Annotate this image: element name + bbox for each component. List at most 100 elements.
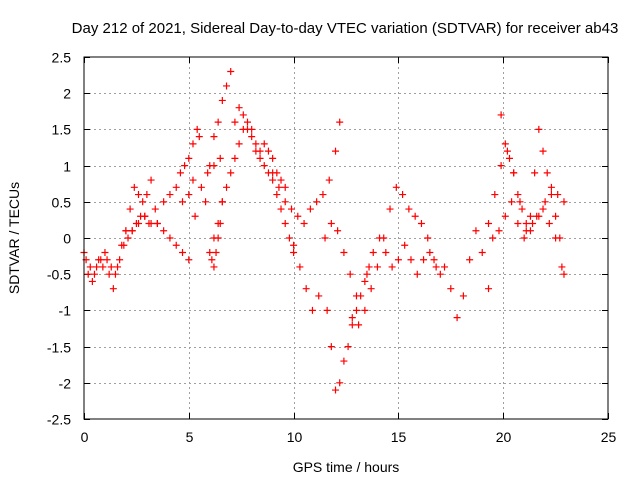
- data-points: [80, 67, 568, 394]
- data-point: [281, 198, 289, 206]
- data-point: [124, 234, 132, 242]
- series-arc-11: [323, 263, 373, 394]
- data-point: [197, 183, 205, 191]
- data-point: [166, 234, 174, 242]
- data-point: [539, 147, 547, 155]
- data-point: [248, 125, 256, 133]
- y-tick-label: -0.5: [47, 267, 71, 283]
- data-point: [227, 169, 235, 177]
- data-point: [373, 263, 381, 271]
- data-point: [365, 263, 373, 271]
- data-point: [399, 191, 407, 199]
- data-point: [103, 256, 111, 264]
- data-point: [426, 248, 434, 256]
- data-point: [357, 292, 365, 300]
- data-point: [191, 212, 199, 220]
- data-point: [288, 205, 296, 213]
- data-point: [101, 248, 109, 256]
- data-point: [235, 104, 243, 112]
- data-point: [327, 343, 335, 351]
- data-point: [376, 234, 384, 242]
- data-point: [134, 191, 142, 199]
- data-point: [264, 147, 272, 155]
- data-point: [84, 270, 92, 278]
- data-point: [153, 220, 161, 228]
- data-point: [260, 162, 268, 170]
- data-point: [394, 256, 402, 264]
- data-point: [302, 285, 310, 293]
- data-point: [424, 234, 432, 242]
- data-point: [501, 212, 509, 220]
- data-point: [243, 118, 251, 126]
- data-point: [344, 343, 352, 351]
- series-arc-6: [202, 67, 298, 249]
- data-point: [172, 183, 180, 191]
- data-point: [290, 241, 298, 249]
- data-point: [355, 321, 363, 329]
- data-point: [413, 270, 421, 278]
- data-point: [348, 321, 356, 329]
- data-point: [90, 270, 98, 278]
- data-point: [459, 292, 467, 300]
- data-point: [558, 263, 566, 271]
- data-point: [535, 125, 543, 133]
- data-point: [99, 263, 107, 271]
- data-point: [281, 220, 289, 228]
- data-point: [361, 277, 369, 285]
- data-point: [332, 147, 340, 155]
- data-point: [134, 220, 142, 228]
- data-point: [529, 220, 537, 228]
- data-point: [367, 285, 375, 293]
- series-arc-4: [153, 154, 224, 264]
- data-point: [223, 82, 231, 90]
- data-point: [269, 176, 277, 184]
- data-point: [88, 277, 96, 285]
- data-point: [239, 111, 247, 119]
- data-point: [352, 306, 360, 314]
- data-point: [277, 176, 285, 184]
- data-point: [369, 248, 377, 256]
- data-point: [508, 198, 516, 206]
- data-point: [313, 198, 321, 206]
- data-point: [210, 263, 218, 271]
- data-point: [411, 212, 419, 220]
- data-point: [128, 227, 136, 235]
- data-point: [285, 234, 293, 242]
- data-point: [277, 205, 285, 213]
- x-tick-label: 20: [496, 429, 512, 445]
- data-point: [105, 270, 113, 278]
- data-point: [185, 256, 193, 264]
- data-point: [417, 220, 425, 228]
- data-point: [252, 140, 260, 148]
- data-point: [346, 270, 354, 278]
- data-point: [478, 248, 486, 256]
- y-tick-label: -1: [59, 303, 72, 319]
- data-point: [130, 183, 138, 191]
- data-point: [522, 220, 530, 228]
- data-point: [160, 198, 168, 206]
- data-point: [436, 270, 444, 278]
- data-point: [526, 212, 534, 220]
- series-arc-12: [348, 183, 444, 329]
- data-point: [210, 133, 218, 141]
- data-point: [93, 263, 101, 271]
- data-point: [239, 125, 247, 133]
- data-point: [179, 198, 187, 206]
- data-point: [547, 183, 555, 191]
- data-point: [485, 220, 493, 228]
- data-point: [185, 154, 193, 162]
- data-point: [340, 248, 348, 256]
- data-point: [273, 191, 281, 199]
- data-point: [332, 386, 340, 394]
- data-point: [518, 205, 526, 213]
- data-point: [166, 191, 174, 199]
- y-tick-label: -2.5: [47, 412, 71, 428]
- data-point: [405, 205, 413, 213]
- data-point: [495, 227, 503, 235]
- data-point: [193, 125, 201, 133]
- data-point: [139, 198, 147, 206]
- data-point: [485, 285, 493, 293]
- x-tick-label: 0: [81, 429, 89, 445]
- data-point: [143, 191, 151, 199]
